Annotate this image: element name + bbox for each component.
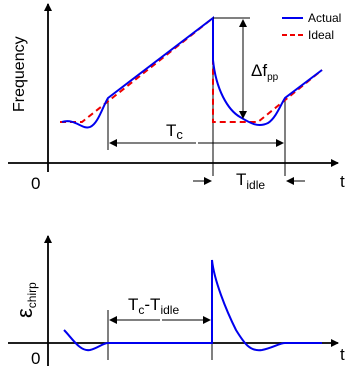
chirp-error-curve xyxy=(63,259,322,352)
legend-actual-label: Actual xyxy=(308,11,341,25)
bottom-t-label: t xyxy=(340,345,345,364)
actual-curve-top xyxy=(61,15,323,129)
legend: Actual Ideal xyxy=(282,11,341,42)
tidle-label: Tidle xyxy=(236,170,265,192)
bottom-plot: εchirp 0 t Tc-Tidle xyxy=(8,235,345,368)
tc-minus-tidle-label: Tc-Tidle xyxy=(128,295,179,317)
bottom-origin-label: 0 xyxy=(31,349,40,368)
ideal-curve-top xyxy=(60,15,323,123)
top-t-label: t xyxy=(340,172,345,191)
top-plot: Frequency 0 t Δfpp Tc Tidle xyxy=(8,3,345,193)
tc-label: Tc xyxy=(166,121,183,142)
top-origin-label: 0 xyxy=(31,174,40,193)
bottom-ylabel: εchirp xyxy=(12,282,39,318)
delta-f-label: Δfpp xyxy=(251,61,279,83)
legend-ideal-label: Ideal xyxy=(308,28,334,42)
top-ylabel: Frequency xyxy=(11,36,28,112)
